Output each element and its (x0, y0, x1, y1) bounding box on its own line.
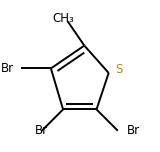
Text: S: S (115, 63, 122, 76)
Text: CH₃: CH₃ (52, 12, 74, 25)
Text: Br: Br (35, 124, 48, 137)
Text: Br: Br (127, 124, 140, 137)
Text: Br: Br (1, 62, 14, 75)
